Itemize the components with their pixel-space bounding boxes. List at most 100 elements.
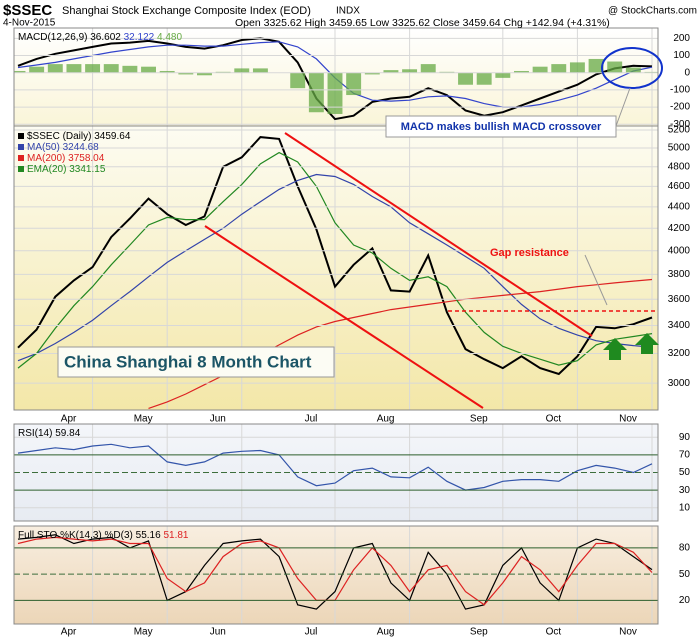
y-tick-label: -100 [670,85,690,96]
legend-text: MACD(12,26,9) [18,32,87,43]
histogram-bar [141,66,156,73]
histogram-bar [252,68,268,73]
trend-line [284,132,593,337]
y-tick-label: -300 [670,119,690,130]
x-tick-label: Jul [305,414,318,425]
label-box [57,346,335,378]
histogram-bar [569,62,585,73]
legend-entry: MA(50) 3244.68 [27,142,99,153]
series-line [17,37,653,121]
legend-text: Full STO [18,530,57,541]
callout [615,87,631,127]
plot-layer: -300 -200 -100 0 100 200 3000 3200 3400 3600 3800 4… [13,27,691,638]
y-tick-label: 4400 [668,202,691,213]
x-tick-label: Aug [377,414,395,425]
histogram-bar [47,64,63,73]
x-tick-label: Apr [61,627,77,638]
x-tick-label: Sep [470,414,488,425]
x-tick-label: Aug [377,627,395,638]
y-tick-label: 0 [684,67,690,78]
histogram-bar [588,58,604,73]
y-tick-label: 20 [679,595,691,606]
histogram-bar [402,69,418,73]
date: 4-Nov-2015 [3,18,56,29]
exchange: INDX [336,6,360,17]
y-tick-label: 4200 [668,223,691,234]
legend-entry: MA(200) 3758.04 [27,153,105,164]
y-tick-label: 4000 [668,245,691,256]
legend-text: %K(14,3) [60,530,102,541]
x-tick-label: Nov [619,414,637,425]
y-tick-label: 3400 [668,320,691,331]
y-tick-label: 3000 [668,378,691,389]
histogram-bar [122,65,138,73]
legend-text: 4.480 [157,32,182,43]
legend-text: 3341.15 [69,164,106,175]
legend-text: 55.16 [136,530,161,541]
legend-text: EMA(20) [27,164,66,175]
legend-text: MA(50) [27,142,60,153]
annotations: MACD makes bullish MACD crossover Gap re… [57,47,663,409]
series-line [17,151,653,369]
y-tick-label: 100 [673,50,690,61]
macd-note: MACD makes bullish MACD crossover [401,121,602,133]
y-tick-label: 5000 [668,143,691,154]
legend-entry: $SSEC (Daily) 3459.64 [27,131,131,142]
sto-panel [14,526,658,624]
histogram-bar [625,67,641,73]
x-tick-label: Oct [546,414,562,425]
legend-text: $SSEC (Daily) [27,131,91,142]
legend-swatch [18,155,24,161]
legend-text: MA(200) [27,153,65,164]
y-tick-label: 5200 [668,125,691,136]
note-box [385,115,617,138]
histogram-bar [514,70,529,73]
quote: Open 3325.62 High 3459.65 Low 3325.62 Cl… [235,17,610,29]
x-tick-label: Jun [210,414,226,425]
index-name: Shanghai Stock Exchange Composite Index … [62,5,311,17]
y-tick-label: 50 [679,467,691,478]
y-tick-label: 200 [673,33,690,44]
x-tick-label: Jun [210,627,226,638]
legend-text: 36.602 [90,32,121,43]
panel-frame [13,423,659,522]
x-tick-label: Jul [305,627,318,638]
y-tick-label: 4800 [668,161,691,172]
histogram-bar [346,72,362,96]
histogram-bar [290,72,306,89]
histogram-bar [476,72,492,85]
histogram-bar [85,64,101,73]
x-tick-label: Oct [546,627,562,638]
legend-text: 32.122 [124,32,155,43]
x-tick-label: May [134,627,153,638]
y-tick-label: -200 [670,102,690,113]
x-tick-label: Sep [470,627,488,638]
legend-text: RSI(14) [18,428,52,439]
histogram-bar [551,64,567,73]
rsi-panel [14,424,658,521]
histogram-bar [458,72,473,85]
legend-text: 3758.04 [68,153,105,164]
arrow [603,338,627,360]
source: @ StockCharts.com [608,6,697,17]
histogram-bar [383,70,399,73]
y-tick-label: 3200 [668,348,691,359]
histogram-bar [29,66,45,73]
gap-label: Gap resistance [490,247,569,259]
histogram-bar [607,61,623,73]
chart-label: China Shanghai 8 Month Chart [64,352,312,371]
y-tick-label: 10 [679,502,691,513]
y-tick-label: 70 [679,450,691,461]
legend-text: 51.81 [163,530,188,541]
legend-text: 3244.68 [63,142,100,153]
histogram-bar [159,70,175,73]
histogram-bar [103,64,119,73]
legend-text: 3459.64 [94,131,131,142]
histogram-bar [532,66,548,73]
y-tick-label: 50 [679,569,691,580]
legend-swatch [18,166,24,172]
x-tick-label: Nov [619,627,637,638]
legend-entry: RSI(14) 59.84 [18,428,81,439]
histogram-bar [66,64,82,73]
